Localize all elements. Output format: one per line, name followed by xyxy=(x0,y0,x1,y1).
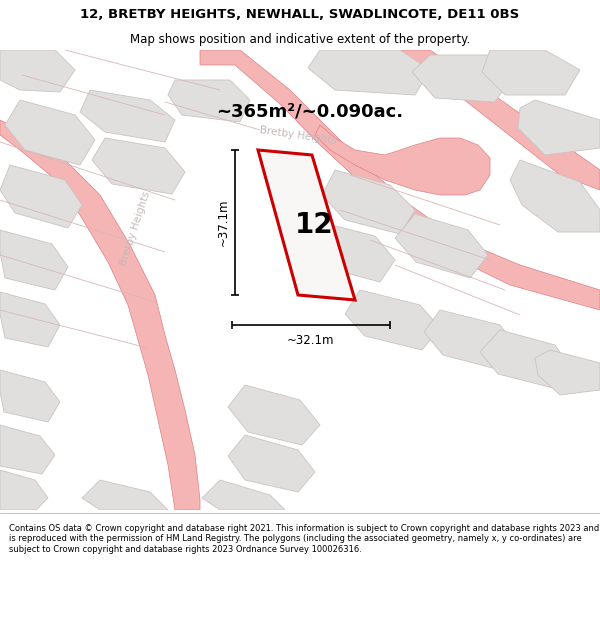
Polygon shape xyxy=(535,350,600,395)
Polygon shape xyxy=(0,370,60,422)
Polygon shape xyxy=(0,165,82,228)
Text: Map shows position and indicative extent of the property.: Map shows position and indicative extent… xyxy=(130,32,470,46)
Polygon shape xyxy=(510,160,600,232)
Polygon shape xyxy=(424,310,518,370)
Polygon shape xyxy=(308,50,430,95)
Polygon shape xyxy=(0,292,60,347)
Polygon shape xyxy=(322,170,415,234)
Polygon shape xyxy=(228,435,315,492)
Polygon shape xyxy=(412,55,510,102)
Polygon shape xyxy=(202,480,285,510)
Polygon shape xyxy=(482,50,580,95)
Polygon shape xyxy=(305,222,395,282)
Polygon shape xyxy=(200,50,600,310)
Polygon shape xyxy=(92,138,185,194)
Polygon shape xyxy=(0,50,75,92)
Polygon shape xyxy=(0,470,48,510)
Polygon shape xyxy=(228,385,320,445)
Text: ~37.1m: ~37.1m xyxy=(217,199,229,246)
Polygon shape xyxy=(258,150,355,300)
Text: ~365m²/~0.090ac.: ~365m²/~0.090ac. xyxy=(217,103,404,121)
Polygon shape xyxy=(480,330,570,388)
Text: 12: 12 xyxy=(295,211,333,239)
Polygon shape xyxy=(80,90,175,142)
Text: Contains OS data © Crown copyright and database right 2021. This information is : Contains OS data © Crown copyright and d… xyxy=(9,524,599,554)
Polygon shape xyxy=(345,290,440,350)
Polygon shape xyxy=(0,230,68,290)
Polygon shape xyxy=(315,125,490,195)
Text: ~32.1m: ~32.1m xyxy=(287,334,335,346)
Polygon shape xyxy=(0,120,200,510)
Text: Bretby Heights: Bretby Heights xyxy=(118,189,152,266)
Polygon shape xyxy=(518,100,600,155)
Text: 12, BRETBY HEIGHTS, NEWHALL, SWADLINCOTE, DE11 0BS: 12, BRETBY HEIGHTS, NEWHALL, SWADLINCOTE… xyxy=(80,8,520,21)
Polygon shape xyxy=(395,214,488,278)
Text: Bretby Heights: Bretby Heights xyxy=(259,124,337,146)
Polygon shape xyxy=(0,425,55,474)
Polygon shape xyxy=(168,80,250,122)
Polygon shape xyxy=(385,50,600,190)
Polygon shape xyxy=(82,480,168,510)
Polygon shape xyxy=(5,100,95,165)
